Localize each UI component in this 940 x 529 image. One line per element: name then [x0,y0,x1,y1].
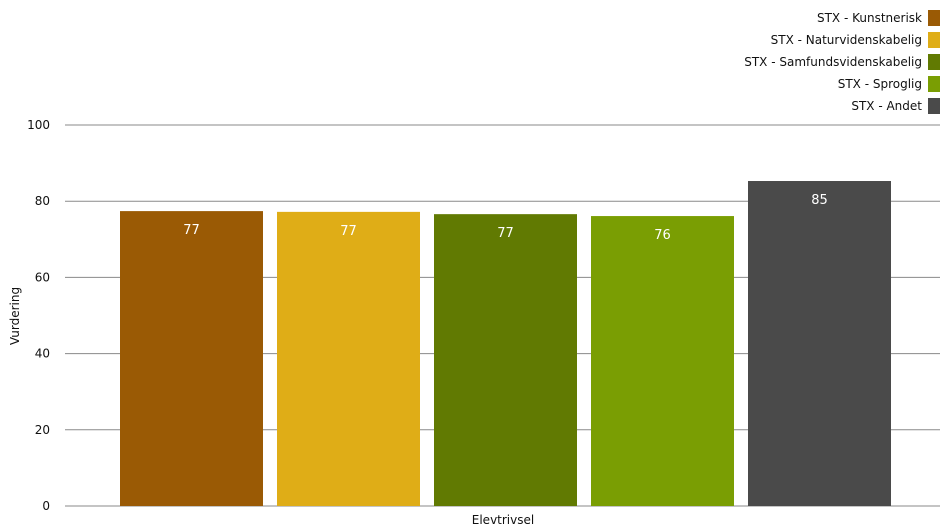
x-axis-label: Elevtrivsel [472,513,534,527]
bar [277,211,420,507]
bar [120,211,263,506]
legend-entry: STX - Sproglig [838,77,922,91]
bar-value-label: 85 [811,193,828,208]
legend-entry: STX - Samfundsvidenskabelig [744,55,922,69]
bar-value-label: 77 [497,226,514,241]
legend-swatch [928,76,940,92]
legend-entry: STX - Kunstnerisk [817,11,922,25]
bar [748,181,891,506]
legend: STX - Kunstnerisk STX - Naturvidenskabeli… [744,10,940,114]
legend-entry: STX - Andet [851,99,922,113]
y-tick-label: 20 [35,423,50,437]
y-tick-labels: 0 20 40 60 80 100 [27,118,50,513]
y-tick-label: 100 [27,118,50,132]
bar-value-label: 77 [183,223,200,238]
y-tick-label: 60 [35,270,50,284]
bar-value-label: 77 [340,224,357,239]
y-axis-label: Vurdering [8,287,22,345]
bar-value-label: 76 [654,228,671,243]
legend-swatch [928,32,940,48]
bar [591,216,734,506]
legend-entry: STX - Naturvidenskabelig [771,33,922,47]
bar-value-labels: 77 77 77 76 85 [183,193,828,243]
legend-swatch [928,98,940,114]
legend-swatch [928,10,940,26]
bars [120,181,891,507]
bar [434,214,577,507]
y-tick-label: 80 [35,194,50,208]
legend-swatch [928,54,940,70]
y-tick-label: 40 [35,347,50,361]
y-tick-label: 0 [42,499,50,513]
